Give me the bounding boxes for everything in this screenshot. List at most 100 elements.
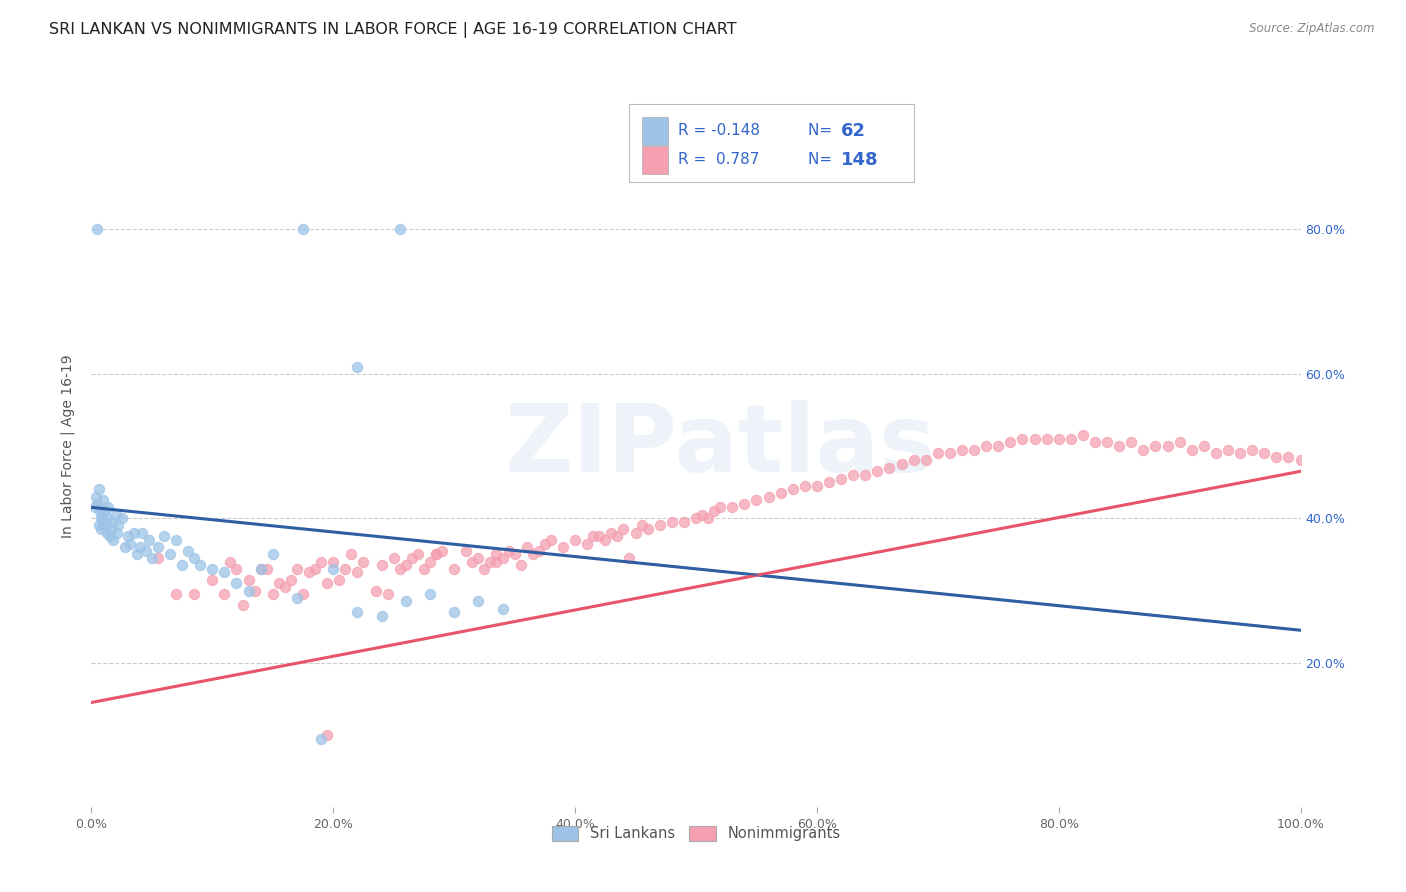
Point xyxy=(100,522,122,536)
Point xyxy=(146,551,169,566)
Point xyxy=(890,457,912,471)
Point xyxy=(782,483,804,497)
Point xyxy=(1121,435,1143,450)
Point xyxy=(406,548,429,562)
Point xyxy=(709,500,731,515)
Point xyxy=(131,525,153,540)
Point xyxy=(806,479,828,493)
Point xyxy=(443,562,465,576)
Point xyxy=(101,515,124,529)
Point xyxy=(340,548,363,562)
Point xyxy=(593,533,616,547)
Point xyxy=(830,471,852,485)
Point xyxy=(842,467,865,482)
Point xyxy=(491,601,513,615)
Point xyxy=(637,522,659,536)
Legend: Sri Lankans, Nonimmigrants: Sri Lankans, Nonimmigrants xyxy=(546,820,846,847)
Point xyxy=(1084,435,1107,450)
Point xyxy=(117,529,139,543)
Point xyxy=(285,562,308,576)
Point xyxy=(419,587,441,601)
Point xyxy=(93,504,115,518)
Point xyxy=(280,573,302,587)
Y-axis label: In Labor Force | Age 16-19: In Labor Force | Age 16-19 xyxy=(60,354,76,538)
Point xyxy=(974,439,997,453)
Point xyxy=(927,446,949,460)
Point xyxy=(309,731,332,746)
Point xyxy=(382,551,405,566)
Point xyxy=(1205,446,1227,460)
Point xyxy=(352,555,374,569)
Point xyxy=(1181,442,1204,457)
Point xyxy=(249,562,271,576)
Point xyxy=(1060,432,1083,446)
Point xyxy=(1289,453,1312,467)
Point xyxy=(346,605,368,619)
Point xyxy=(606,529,628,543)
Point xyxy=(214,587,236,601)
Point xyxy=(177,543,200,558)
Point xyxy=(165,533,187,547)
Point xyxy=(685,511,707,525)
Point xyxy=(564,533,586,547)
Point xyxy=(249,562,271,576)
Point xyxy=(1024,432,1046,446)
Point xyxy=(111,511,132,525)
Point xyxy=(316,576,339,591)
Point xyxy=(540,533,562,547)
Point xyxy=(612,522,634,536)
Point xyxy=(231,598,253,612)
Point xyxy=(316,728,339,742)
Point xyxy=(600,525,623,540)
Point xyxy=(122,525,145,540)
Point xyxy=(793,479,815,493)
Text: N=: N= xyxy=(808,123,838,138)
Point xyxy=(225,562,247,576)
Point xyxy=(648,518,671,533)
Point xyxy=(388,562,411,576)
Point xyxy=(733,497,755,511)
Point xyxy=(987,439,1010,453)
Point xyxy=(769,486,792,500)
Point xyxy=(1108,439,1130,453)
Point xyxy=(135,543,157,558)
Point xyxy=(219,555,242,569)
Point xyxy=(322,562,344,576)
Point xyxy=(93,493,115,508)
Point xyxy=(225,576,247,591)
Point xyxy=(346,566,368,580)
Point xyxy=(419,555,441,569)
Text: R = -0.148: R = -0.148 xyxy=(678,123,759,138)
Point xyxy=(1000,435,1022,450)
Point xyxy=(461,555,484,569)
Point xyxy=(141,551,163,566)
Point xyxy=(758,490,780,504)
Point xyxy=(661,515,683,529)
Point xyxy=(576,536,599,550)
Text: SRI LANKAN VS NONIMMIGRANTS IN LABOR FORCE | AGE 16-19 CORRELATION CHART: SRI LANKAN VS NONIMMIGRANTS IN LABOR FOR… xyxy=(49,22,737,38)
Point xyxy=(1144,439,1167,453)
Bar xyxy=(641,117,668,145)
Point xyxy=(467,551,489,566)
Text: 62: 62 xyxy=(841,122,866,140)
Point xyxy=(430,543,453,558)
Point xyxy=(291,587,314,601)
Point xyxy=(456,543,478,558)
Point xyxy=(491,551,513,566)
Point xyxy=(479,555,502,569)
Point xyxy=(96,511,118,525)
Point xyxy=(328,573,350,587)
Point xyxy=(1216,442,1239,457)
Point xyxy=(721,500,744,515)
Point xyxy=(425,548,447,562)
Point xyxy=(90,522,112,536)
Point xyxy=(516,540,538,554)
Point xyxy=(853,467,876,482)
Point xyxy=(1095,435,1118,450)
Point xyxy=(104,508,127,522)
Point xyxy=(866,464,889,478)
Point xyxy=(527,543,550,558)
Point xyxy=(146,540,169,554)
Point xyxy=(588,529,610,543)
Point xyxy=(582,529,605,543)
